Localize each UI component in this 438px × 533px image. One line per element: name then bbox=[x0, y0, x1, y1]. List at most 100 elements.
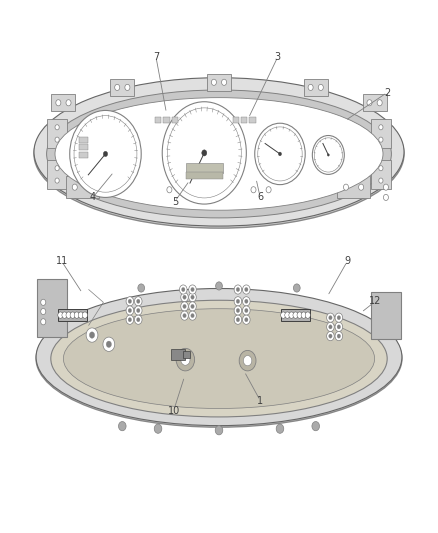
Circle shape bbox=[183, 304, 186, 309]
Ellipse shape bbox=[36, 290, 402, 427]
Circle shape bbox=[189, 302, 196, 311]
FancyBboxPatch shape bbox=[371, 160, 391, 189]
Circle shape bbox=[55, 178, 59, 183]
Ellipse shape bbox=[64, 309, 374, 408]
Circle shape bbox=[329, 334, 332, 338]
FancyBboxPatch shape bbox=[47, 119, 67, 148]
Circle shape bbox=[181, 293, 188, 302]
Circle shape bbox=[234, 315, 242, 324]
Circle shape bbox=[245, 309, 248, 312]
Circle shape bbox=[236, 309, 240, 312]
Circle shape bbox=[182, 187, 187, 193]
Circle shape bbox=[379, 178, 383, 183]
Circle shape bbox=[308, 84, 313, 91]
FancyBboxPatch shape bbox=[337, 176, 370, 198]
Circle shape bbox=[55, 125, 59, 130]
Ellipse shape bbox=[55, 98, 383, 210]
Circle shape bbox=[55, 137, 59, 142]
FancyBboxPatch shape bbox=[51, 94, 75, 111]
Circle shape bbox=[86, 328, 98, 342]
Circle shape bbox=[329, 316, 332, 320]
Circle shape bbox=[335, 313, 343, 322]
Circle shape bbox=[243, 306, 250, 315]
Circle shape bbox=[125, 84, 130, 91]
Circle shape bbox=[335, 322, 343, 332]
Circle shape bbox=[266, 187, 271, 193]
Circle shape bbox=[58, 312, 63, 318]
Circle shape bbox=[128, 299, 131, 303]
Text: 6: 6 bbox=[257, 192, 263, 203]
Circle shape bbox=[255, 123, 305, 184]
Circle shape bbox=[305, 312, 311, 318]
Circle shape bbox=[243, 315, 250, 324]
Circle shape bbox=[191, 313, 194, 318]
FancyBboxPatch shape bbox=[186, 163, 223, 173]
Circle shape bbox=[343, 184, 349, 190]
Circle shape bbox=[115, 84, 120, 91]
Circle shape bbox=[367, 100, 372, 106]
FancyBboxPatch shape bbox=[241, 117, 247, 123]
Circle shape bbox=[103, 151, 108, 157]
Circle shape bbox=[119, 422, 126, 431]
Circle shape bbox=[134, 306, 142, 315]
Circle shape bbox=[191, 287, 194, 292]
Circle shape bbox=[106, 341, 112, 348]
FancyBboxPatch shape bbox=[79, 144, 88, 150]
Circle shape bbox=[181, 302, 188, 311]
Circle shape bbox=[126, 315, 134, 324]
Circle shape bbox=[245, 299, 248, 303]
Circle shape bbox=[293, 312, 298, 318]
Circle shape bbox=[70, 110, 141, 197]
FancyBboxPatch shape bbox=[172, 117, 178, 123]
Circle shape bbox=[88, 184, 92, 190]
FancyBboxPatch shape bbox=[233, 117, 239, 123]
FancyBboxPatch shape bbox=[183, 351, 190, 358]
Circle shape bbox=[72, 184, 77, 190]
Circle shape bbox=[89, 332, 95, 338]
Circle shape bbox=[62, 312, 67, 318]
Circle shape bbox=[183, 295, 186, 299]
FancyBboxPatch shape bbox=[37, 279, 67, 337]
Circle shape bbox=[327, 313, 334, 322]
Circle shape bbox=[189, 293, 196, 302]
Ellipse shape bbox=[36, 288, 402, 426]
Circle shape bbox=[167, 187, 172, 193]
Circle shape bbox=[191, 304, 194, 309]
Circle shape bbox=[244, 356, 252, 366]
Circle shape bbox=[66, 312, 71, 318]
Circle shape bbox=[138, 284, 145, 292]
Circle shape bbox=[236, 318, 240, 322]
Circle shape bbox=[182, 287, 185, 292]
Circle shape bbox=[41, 309, 46, 314]
Circle shape bbox=[134, 315, 142, 324]
Circle shape bbox=[327, 332, 334, 341]
FancyBboxPatch shape bbox=[110, 79, 134, 96]
Circle shape bbox=[82, 312, 88, 318]
Circle shape bbox=[383, 184, 389, 190]
Circle shape bbox=[239, 350, 256, 371]
Text: 9: 9 bbox=[344, 256, 350, 266]
Circle shape bbox=[234, 306, 242, 315]
Text: 11: 11 bbox=[56, 256, 68, 266]
Circle shape bbox=[251, 187, 256, 193]
Circle shape bbox=[126, 297, 134, 306]
Text: 10: 10 bbox=[167, 406, 180, 416]
Ellipse shape bbox=[34, 80, 404, 228]
FancyBboxPatch shape bbox=[171, 350, 184, 360]
Circle shape bbox=[293, 284, 300, 292]
Circle shape bbox=[215, 282, 223, 290]
Circle shape bbox=[377, 100, 382, 106]
Circle shape bbox=[383, 195, 389, 200]
Circle shape bbox=[379, 166, 383, 171]
Ellipse shape bbox=[51, 300, 387, 417]
Circle shape bbox=[41, 319, 46, 325]
FancyBboxPatch shape bbox=[186, 172, 223, 179]
FancyBboxPatch shape bbox=[207, 74, 231, 91]
Text: 7: 7 bbox=[153, 52, 159, 62]
Circle shape bbox=[215, 426, 223, 435]
Circle shape bbox=[103, 337, 115, 351]
Text: 2: 2 bbox=[384, 87, 390, 98]
FancyBboxPatch shape bbox=[79, 152, 88, 158]
Circle shape bbox=[176, 349, 194, 371]
Ellipse shape bbox=[46, 90, 392, 218]
